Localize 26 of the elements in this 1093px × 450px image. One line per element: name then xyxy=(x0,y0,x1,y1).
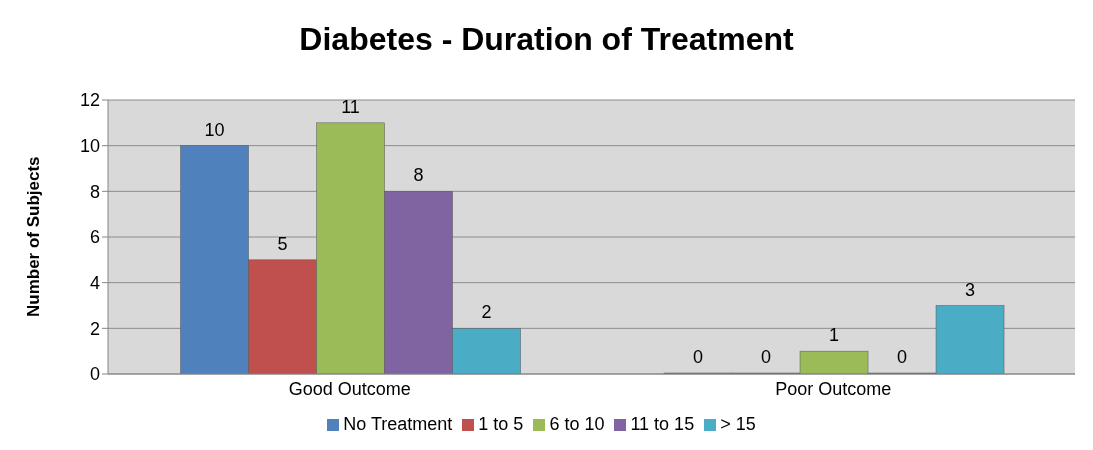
data-label: 3 xyxy=(965,279,976,300)
chart-title: Diabetes - Duration of Treatment xyxy=(298,20,795,59)
legend-label: > 15 xyxy=(720,414,756,434)
y-tick-label: 2 xyxy=(89,318,100,339)
data-label: 1 xyxy=(829,325,840,346)
legend-label: No Treatment xyxy=(343,414,453,434)
data-label: 8 xyxy=(413,165,424,186)
data-label: 2 xyxy=(481,302,492,323)
y-tick-label: 6 xyxy=(89,227,100,248)
x-tick-label: Good Outcome xyxy=(288,378,411,399)
y-axis-title: Number of Subjects xyxy=(24,156,44,317)
data-label: 0 xyxy=(693,347,704,367)
data-label: 10 xyxy=(204,119,225,140)
data-label: 5 xyxy=(277,233,288,254)
x-tick-label: Poor Outcome xyxy=(775,378,892,399)
y-tick-label: 8 xyxy=(89,181,100,202)
y-tick-label: 12 xyxy=(79,90,100,111)
data-label: 0 xyxy=(761,347,772,367)
data-label: 0 xyxy=(897,347,908,367)
y-tick-label: 0 xyxy=(89,364,100,385)
data-label: 11 xyxy=(341,96,360,117)
y-tick-label: 4 xyxy=(89,273,100,294)
legend-label: 1 to 5 xyxy=(478,414,524,434)
legend-label: 6 to 10 xyxy=(549,414,605,434)
legend-label: 11 to 15 xyxy=(630,414,695,434)
y-tick-label: 10 xyxy=(79,136,100,157)
